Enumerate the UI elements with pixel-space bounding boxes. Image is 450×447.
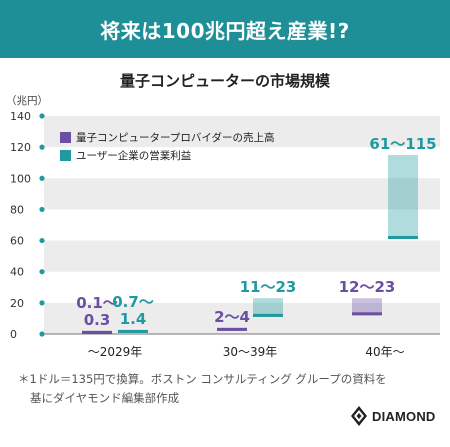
y-tick-label: 40: [10, 266, 24, 279]
y-tick-dot: [39, 144, 45, 150]
bar-base: [388, 236, 418, 240]
bar-data-label: 12〜23: [339, 278, 396, 296]
y-tick-label: 80: [10, 203, 24, 216]
grid-band: [44, 116, 440, 148]
bar-range: [217, 327, 247, 331]
footnote-line-1: ＊1ドル＝135円で換算。ボストン コンサルティング グループの資料を: [18, 372, 387, 386]
bar-range: [253, 298, 283, 317]
x-tick-label: 30〜39年: [223, 345, 278, 359]
y-tick-label: 20: [10, 297, 24, 310]
bar-data-label: 2〜4: [214, 308, 250, 326]
diamond-logo-icon: [351, 406, 367, 426]
y-tick-dot: [39, 206, 45, 213]
bar-data-label: 0.7〜: [112, 293, 154, 311]
grid-band: [44, 178, 440, 210]
grid-band: [44, 240, 440, 272]
y-tick-label: 0: [10, 328, 17, 341]
y-tick-dot: [39, 269, 45, 275]
y-tick-dot: [39, 175, 45, 181]
legend-label: ユーザー企業の営業利益: [76, 149, 192, 162]
y-tick-label: 140: [10, 110, 31, 123]
diamond-logo: DIAMOND: [350, 405, 436, 427]
banner-title: 将来は100兆円超え産業!?: [100, 18, 350, 43]
y-tick-dot: [39, 300, 45, 306]
footnote: ＊1ドル＝135円で換算。ボストン コンサルティング グループの資料を 基にダイ…: [18, 370, 438, 408]
bar-range: [118, 331, 148, 333]
legend-swatch: [60, 132, 71, 143]
y-tick-dot: [39, 237, 45, 244]
bar-range: [352, 298, 382, 316]
title-banner: 将来は100兆円超え産業!?: [0, 0, 450, 58]
bar-data-label: 0.1〜: [76, 294, 118, 312]
footnote-line-2: 基にダイヤモンド編集部作成: [30, 391, 180, 405]
legend-label: 量子コンピュータープロバイダーの売上高: [76, 131, 274, 144]
bar-range: [388, 154, 418, 240]
bar-base: [118, 329, 148, 333]
bar-data-label: 61〜115: [369, 135, 436, 153]
bar-base: [82, 330, 112, 334]
logo-text: DIAMOND: [372, 408, 436, 424]
bar-base: [217, 327, 247, 331]
bar-data-label: 0.3: [84, 311, 111, 329]
y-tick-dot: [39, 113, 45, 119]
y-tick-label: 100: [10, 172, 31, 185]
y-tick-dot: [39, 331, 45, 337]
bar-data-label: 11〜23: [240, 278, 297, 296]
y-unit-label: （兆円）: [6, 95, 48, 107]
chart-title: 量子コンピューターの市場規模: [119, 72, 330, 90]
legend-swatch: [60, 150, 71, 161]
x-tick-label: 40年〜: [365, 345, 404, 359]
bar-base: [253, 313, 283, 317]
bar-data-label: 1.4: [120, 310, 147, 328]
bar-base: [352, 312, 382, 316]
y-tick-label: 120: [10, 141, 31, 154]
y-tick-label: 60: [10, 235, 24, 248]
x-tick-label: 〜2029年: [88, 345, 143, 359]
